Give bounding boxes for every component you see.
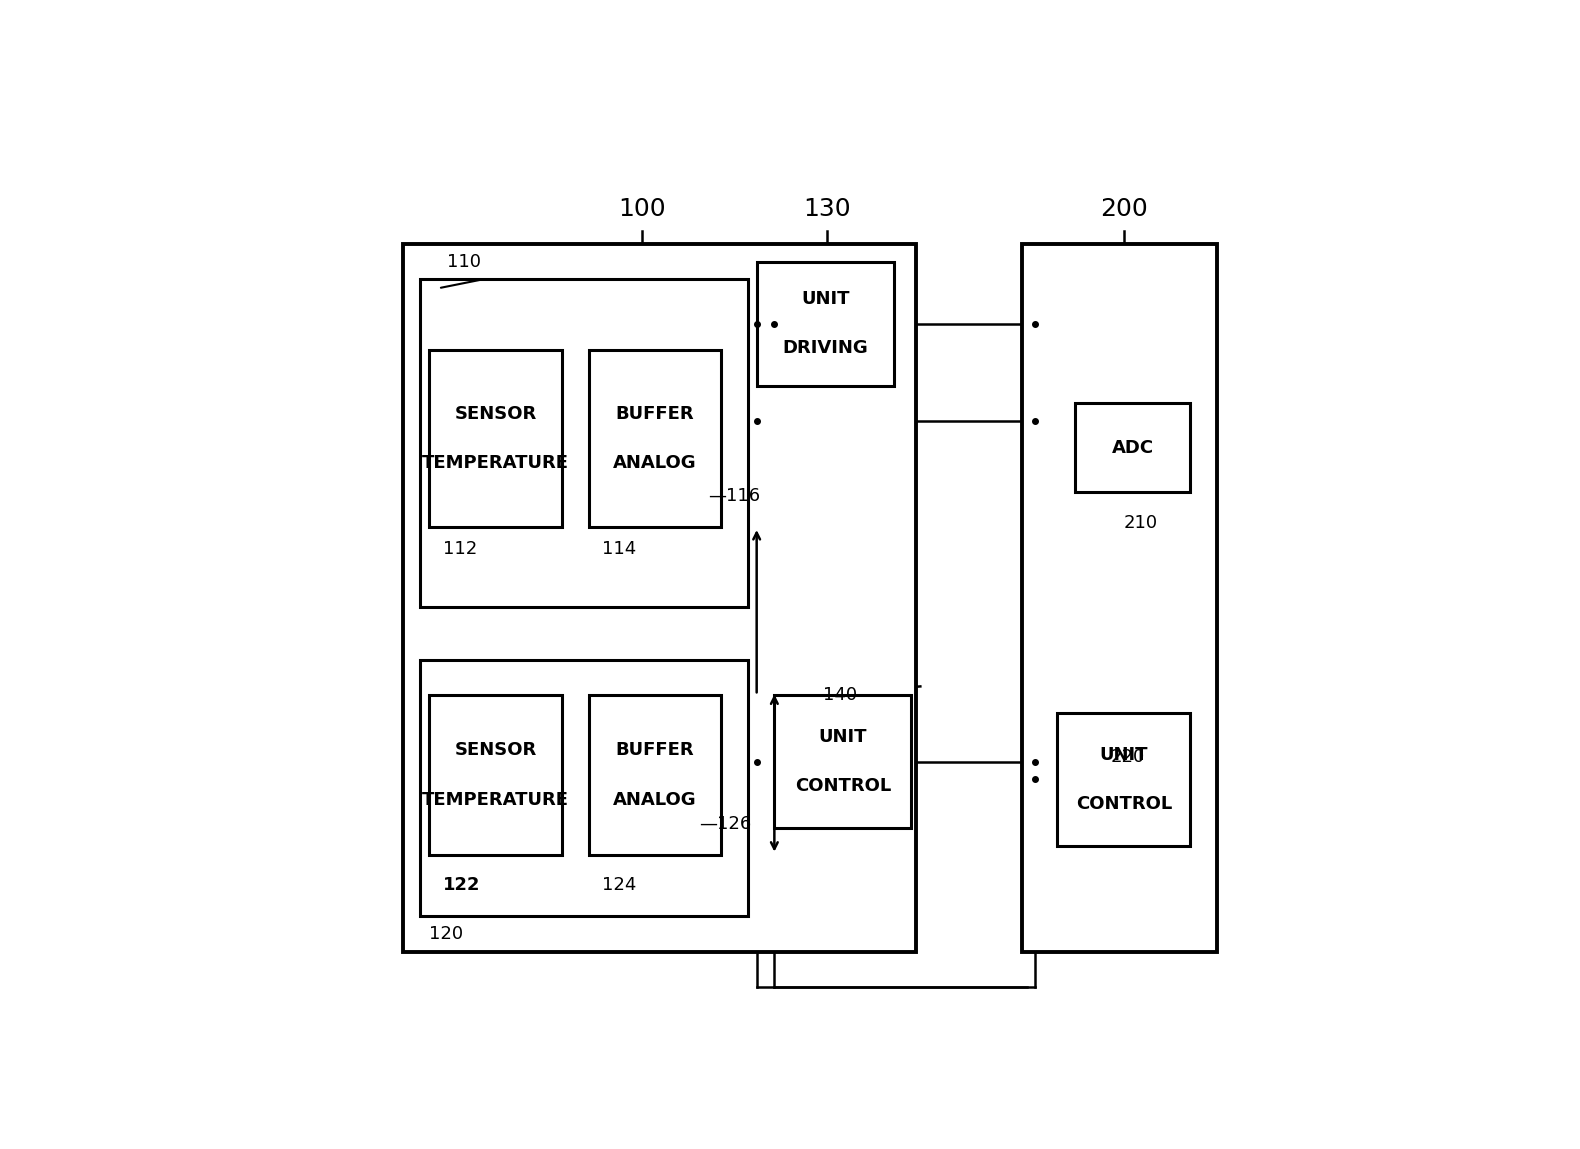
Text: ANALOG: ANALOG xyxy=(613,455,697,472)
Bar xyxy=(589,350,722,527)
Text: 110: 110 xyxy=(447,253,480,271)
Bar xyxy=(1074,403,1190,492)
Text: ADC: ADC xyxy=(1112,439,1153,456)
Text: 210: 210 xyxy=(1123,514,1158,532)
Text: UNIT: UNIT xyxy=(1100,746,1149,764)
Bar xyxy=(403,244,916,951)
Text: UNIT: UNIT xyxy=(801,290,850,308)
Text: 120: 120 xyxy=(430,925,463,943)
Text: 100: 100 xyxy=(618,196,665,221)
Bar xyxy=(420,660,747,917)
Bar xyxy=(1022,244,1217,951)
Text: CONTROL: CONTROL xyxy=(795,778,891,795)
Text: 130: 130 xyxy=(804,196,852,221)
Bar xyxy=(1057,712,1190,846)
Text: CONTROL: CONTROL xyxy=(1076,795,1172,813)
Bar xyxy=(757,262,894,386)
Bar xyxy=(589,695,722,855)
Text: —126: —126 xyxy=(700,815,752,833)
Text: UNIT: UNIT xyxy=(818,727,867,746)
Text: 122: 122 xyxy=(442,877,480,894)
Bar xyxy=(774,695,912,828)
Text: —116: —116 xyxy=(708,487,760,506)
Text: 220: 220 xyxy=(1111,748,1146,766)
Text: ANALOG: ANALOG xyxy=(613,791,697,809)
Text: TEMPERATURE: TEMPERATURE xyxy=(422,455,569,472)
Text: DRIVING: DRIVING xyxy=(782,339,867,357)
Text: SENSOR: SENSOR xyxy=(455,404,537,423)
Bar xyxy=(430,350,562,527)
Text: TEMPERATURE: TEMPERATURE xyxy=(422,791,569,809)
Text: 114: 114 xyxy=(602,540,637,558)
Text: BUFFER: BUFFER xyxy=(616,741,694,759)
Text: SENSOR: SENSOR xyxy=(455,741,537,759)
Text: 124: 124 xyxy=(602,877,637,894)
Bar xyxy=(430,695,562,855)
Text: 140: 140 xyxy=(823,686,856,704)
Text: BUFFER: BUFFER xyxy=(616,404,694,423)
Text: 112: 112 xyxy=(442,540,477,558)
Bar xyxy=(420,279,747,607)
Text: 200: 200 xyxy=(1100,196,1147,221)
